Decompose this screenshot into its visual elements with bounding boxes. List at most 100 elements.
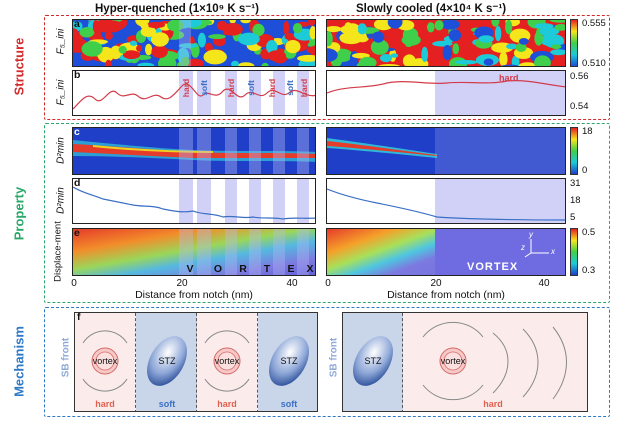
band (297, 128, 309, 174)
cbar-e-max: 0.5 (582, 227, 596, 238)
colorbar-a (570, 19, 578, 67)
band (249, 179, 261, 223)
stz-label: STZ (364, 356, 382, 366)
f5-curve-left (73, 83, 315, 110)
texture-blob (197, 32, 206, 48)
d-tick-5: 5 (570, 212, 576, 223)
texture-blob (440, 20, 460, 30)
structure-section (44, 15, 610, 120)
texture-blob (432, 40, 453, 47)
texture-blob (442, 45, 452, 61)
texture-blob (501, 64, 519, 66)
texture-blob (506, 43, 518, 50)
texture-blob (387, 20, 403, 29)
band (273, 128, 285, 174)
band (435, 71, 565, 115)
panel-e-left-map: V O R T E X (72, 228, 316, 276)
texture-blob (327, 48, 338, 62)
texture-blob (554, 24, 565, 31)
x-label-left: Distance from notch (nm) (135, 289, 253, 301)
structure-map-right (327, 20, 565, 66)
texture-blob (372, 31, 385, 43)
vortex-label: vortex (214, 356, 240, 366)
mechanism-schematic-left (82, 330, 309, 392)
texture-blob (240, 20, 251, 24)
d2min-curve-left (73, 186, 315, 220)
texture-blob (101, 20, 123, 33)
band (179, 71, 193, 115)
texture-blob (518, 38, 529, 45)
colorbar-c (570, 127, 578, 175)
band-label-soft: soft (199, 80, 209, 96)
f5-curve-right (327, 80, 565, 94)
b-tick-high: 0.56 (570, 71, 589, 82)
texture-blob (151, 32, 169, 47)
texture-blob (104, 31, 113, 40)
texture-blob (185, 20, 202, 28)
panel-label-e: e (74, 227, 80, 239)
axes-icon (524, 239, 549, 258)
texture-blob (237, 62, 255, 66)
texture-blob (378, 64, 401, 66)
right-band-label: hard (499, 73, 519, 83)
texture-blob (448, 29, 462, 42)
texture-blob (327, 31, 333, 47)
texture-blob (136, 45, 143, 52)
texture-blob (534, 31, 543, 46)
texture-blob (544, 34, 565, 48)
texture-blob (370, 39, 389, 55)
texture-blob (534, 55, 551, 66)
texture-blob (238, 32, 260, 46)
panel-b-left-plot: hard soft hard soft hard soft hard soft (72, 70, 316, 116)
band-label-hard: hard (226, 78, 236, 98)
ylabel-b: F₅_ini (55, 79, 67, 106)
texture-blob (352, 52, 370, 59)
texture-blob (203, 49, 227, 65)
texture-blob (267, 50, 286, 62)
texture-blob (452, 43, 460, 55)
band-label-soft: soft (285, 80, 295, 96)
texture-blob (145, 43, 153, 56)
texture-blob (79, 27, 95, 38)
axis-y-label: y (529, 230, 533, 239)
texture-blob (222, 23, 243, 36)
vortex-letter: E (287, 263, 295, 275)
d-tick-18: 18 (570, 195, 581, 206)
texture-blob (185, 58, 204, 66)
vortex-region (435, 229, 565, 275)
band (297, 229, 309, 275)
sb-front-right: SB front (328, 337, 340, 378)
texture-blob (405, 42, 413, 47)
vortex-letter: T (263, 263, 271, 275)
band (225, 229, 237, 275)
texture-blob (478, 35, 494, 43)
texture-blob (261, 62, 269, 66)
band-label-hard: hard (299, 78, 309, 98)
panel-e-right-map: VORTEX y x z (326, 228, 566, 276)
texture-blob (454, 60, 478, 65)
mechanism-schematic-right (353, 321, 567, 401)
structure-label: Structure (11, 37, 27, 96)
band (435, 128, 565, 174)
x-tick-right-40: 40 (538, 278, 550, 289)
texture-blob (427, 22, 435, 33)
texture-blob (151, 45, 168, 59)
band (179, 20, 191, 66)
stz-label: STZ (158, 356, 176, 366)
texture-blob (167, 20, 184, 32)
x-tick-left-20: 20 (176, 278, 188, 289)
panel-label-c: c (74, 126, 80, 138)
x-tick-right-0: 0 (325, 278, 331, 289)
cbar-a-min: 0.510 (582, 58, 606, 69)
cbar-c-min: 0 (582, 165, 588, 176)
mechanism-section (44, 307, 610, 417)
texture-blob (390, 53, 399, 58)
band (179, 128, 193, 174)
texture-blob (146, 21, 166, 29)
cbar-c-max: 18 (582, 126, 593, 137)
panel-f-right: STZ vortex hard (342, 312, 588, 412)
texture-blob (285, 40, 301, 54)
texture-blob (266, 40, 278, 54)
right-column-title: Slowly cooled (4×10⁴ K s⁻¹) (356, 3, 507, 15)
mechanism-label: Mechanism (11, 326, 27, 397)
